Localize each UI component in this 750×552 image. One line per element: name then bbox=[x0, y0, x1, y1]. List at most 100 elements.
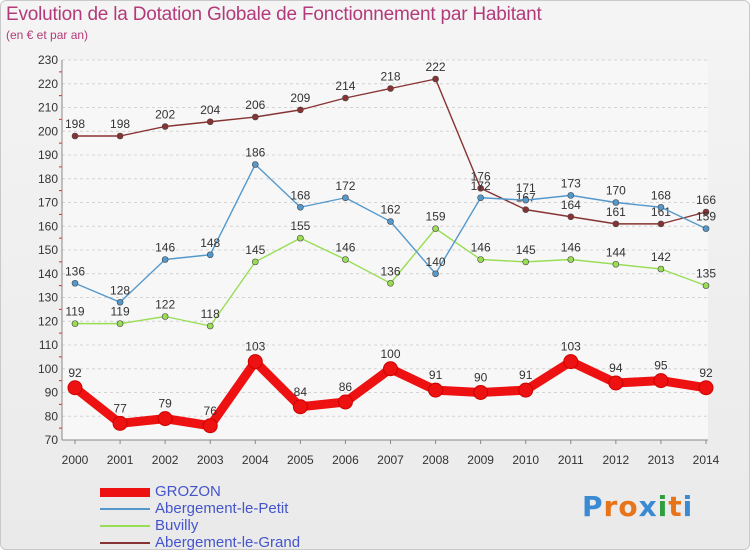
data-point bbox=[522, 206, 530, 213]
data-point bbox=[477, 256, 484, 263]
y-tick-label: 160 bbox=[38, 219, 58, 233]
x-tick-label: 2011 bbox=[558, 453, 584, 467]
proxiti-logo: Proxiti bbox=[582, 490, 693, 523]
y-tick-label: 80 bbox=[45, 409, 59, 423]
data-point bbox=[116, 132, 124, 140]
data-label: 136 bbox=[380, 264, 400, 278]
data-point bbox=[157, 411, 173, 427]
y-tick-label: 200 bbox=[38, 124, 58, 138]
data-label: 135 bbox=[696, 267, 716, 281]
data-label: 162 bbox=[380, 203, 400, 217]
data-point bbox=[387, 85, 394, 92]
x-tick-label: 2003 bbox=[197, 453, 224, 467]
data-point bbox=[251, 113, 259, 121]
data-point bbox=[477, 184, 484, 192]
legend-label: Abergement-le-Grand bbox=[155, 534, 301, 551]
data-label: 206 bbox=[245, 98, 265, 112]
x-tick-label: 2008 bbox=[422, 453, 449, 467]
data-point bbox=[297, 203, 304, 211]
series-grozon: 92 77 79 76 103 84 86 100 91 90 91 103 94 95 92 bbox=[67, 340, 714, 434]
x-tick-label: 2001 bbox=[107, 453, 134, 467]
data-label: 209 bbox=[290, 91, 310, 105]
legend-label: GROZON bbox=[155, 483, 221, 500]
data-point bbox=[432, 75, 439, 83]
data-label: 140 bbox=[426, 255, 446, 269]
logo-letter: x bbox=[638, 490, 658, 523]
data-point bbox=[116, 298, 124, 306]
data-point bbox=[432, 270, 439, 278]
data-label: 170 bbox=[606, 184, 626, 198]
data-point bbox=[342, 256, 349, 263]
data-label: 164 bbox=[561, 198, 581, 212]
data-point bbox=[112, 415, 128, 431]
x-tick-label: 2004 bbox=[242, 453, 269, 467]
data-point bbox=[71, 320, 79, 327]
chart-subtitle: (en € et par an) bbox=[6, 28, 89, 42]
data-point bbox=[116, 320, 124, 327]
data-point bbox=[612, 199, 620, 206]
data-point bbox=[297, 234, 304, 242]
data-label: 168 bbox=[651, 188, 671, 202]
data-label: 146 bbox=[561, 241, 581, 255]
y-tick-label: 130 bbox=[38, 291, 58, 305]
chart-title: Evolution de la Dotation Globale de Fonc… bbox=[6, 4, 542, 25]
data-label: 146 bbox=[155, 241, 175, 255]
y-tick-label: 110 bbox=[39, 338, 58, 352]
data-label: 168 bbox=[290, 188, 310, 202]
logo-letter: i bbox=[657, 490, 669, 523]
data-point bbox=[477, 194, 484, 202]
data-point bbox=[702, 282, 710, 289]
series-abergement-le-petit: 136 128 146 148 186 168 172 162 140 172 171 173 170 1… bbox=[65, 146, 716, 306]
data-point bbox=[337, 394, 353, 410]
data-label: 146 bbox=[471, 241, 491, 255]
x-tick-label: 2012 bbox=[603, 453, 630, 467]
legend-swatch bbox=[100, 508, 150, 510]
data-label: 145 bbox=[245, 243, 265, 257]
data-point bbox=[251, 161, 259, 168]
y-tick-label: 180 bbox=[38, 172, 58, 186]
data-point bbox=[206, 322, 214, 330]
data-label: 76 bbox=[204, 404, 218, 418]
y-tick-label: 90 bbox=[45, 386, 59, 400]
data-label: 95 bbox=[654, 359, 668, 373]
data-label: 148 bbox=[200, 236, 220, 250]
data-point bbox=[251, 258, 259, 266]
y-tick-label: 100 bbox=[38, 362, 58, 376]
y-tick-label: 150 bbox=[38, 243, 58, 257]
legend-label: Abergement-le-Petit bbox=[155, 500, 289, 517]
data-label: 100 bbox=[380, 347, 400, 361]
data-point bbox=[657, 203, 665, 211]
data-label: 202 bbox=[155, 108, 175, 122]
data-label: 222 bbox=[426, 60, 446, 74]
y-tick-label: 120 bbox=[38, 314, 58, 328]
data-point bbox=[428, 382, 444, 398]
data-point bbox=[247, 354, 263, 370]
data-label: 159 bbox=[696, 210, 716, 224]
x-tick-label: 2006 bbox=[332, 453, 359, 467]
data-point bbox=[387, 218, 394, 225]
logo-letter: P bbox=[582, 490, 604, 523]
data-label: 166 bbox=[696, 193, 716, 207]
logo-letter: o bbox=[618, 490, 639, 523]
data-point bbox=[206, 251, 214, 259]
data-point bbox=[518, 382, 534, 398]
data-label: 172 bbox=[471, 179, 491, 193]
x-tick-label: 2014 bbox=[693, 453, 720, 467]
y-tick-label: 190 bbox=[38, 148, 58, 162]
data-label: 198 bbox=[65, 117, 85, 131]
data-label: 172 bbox=[335, 179, 355, 193]
data-point bbox=[567, 192, 575, 199]
data-point bbox=[161, 313, 169, 320]
legend-swatch bbox=[100, 487, 150, 497]
data-label: 171 bbox=[516, 181, 536, 195]
data-point bbox=[702, 225, 710, 232]
legend-swatch bbox=[100, 525, 150, 527]
x-tick-label: 2013 bbox=[648, 453, 675, 467]
data-label: 77 bbox=[113, 401, 127, 415]
data-point bbox=[567, 256, 575, 263]
data-label: 94 bbox=[609, 361, 623, 375]
data-label: 122 bbox=[155, 298, 175, 312]
x-tick-label: 2005 bbox=[287, 453, 314, 467]
data-point bbox=[67, 380, 83, 396]
data-point bbox=[522, 196, 530, 204]
